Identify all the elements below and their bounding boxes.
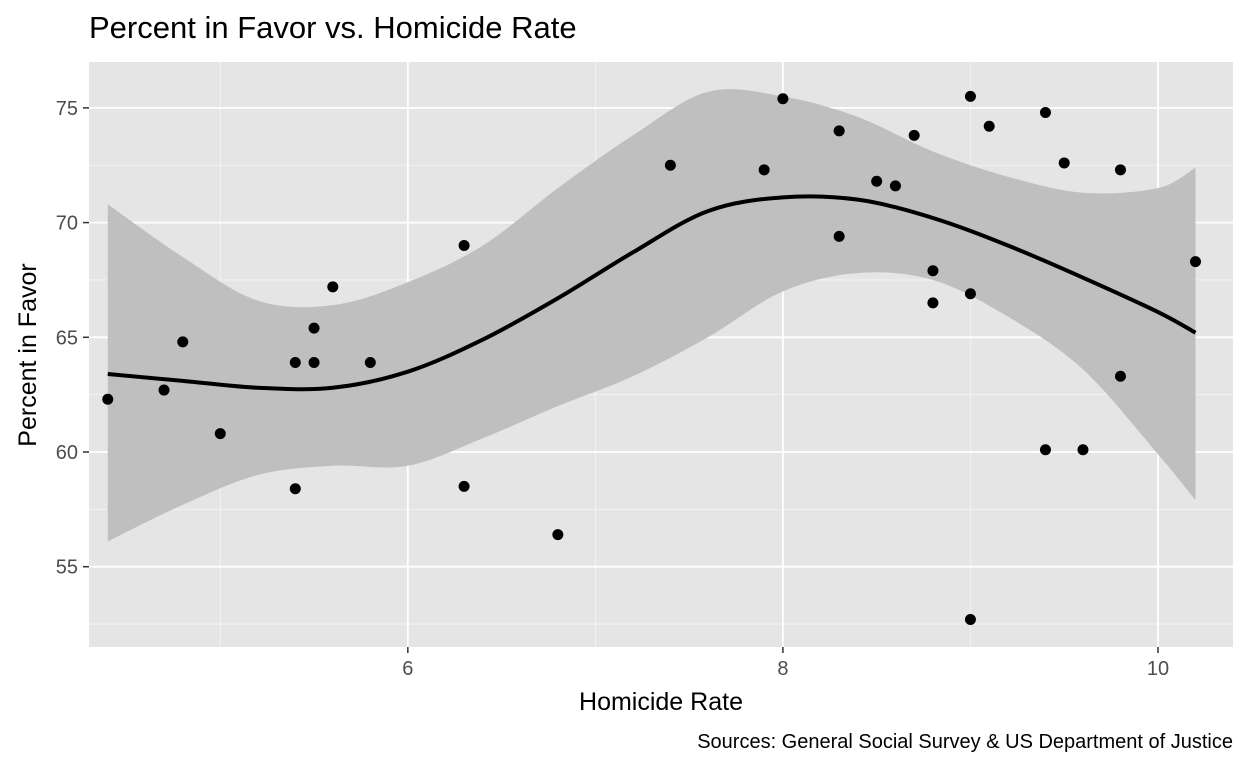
smooth-line-layer [107, 194, 1197, 392]
y-axis-ticks: 55 60 65 70 75 [56, 98, 89, 579]
data-point [177, 336, 189, 348]
smooth-line [107, 194, 1197, 392]
y-tick-label: 55 [56, 557, 78, 579]
data-point [833, 125, 845, 137]
data-point [833, 230, 845, 242]
data-point [327, 281, 339, 293]
data-point [289, 357, 301, 369]
x-axis-ticks: 6 8 10 [402, 647, 1169, 680]
y-axis-label: Percent in Favor [14, 263, 42, 446]
data-point [964, 90, 976, 102]
confidence-ribbon-layer [107, 89, 1196, 542]
data-point [964, 288, 976, 300]
y-tick-label: 70 [56, 213, 78, 235]
data-point [552, 529, 564, 541]
chart-title: Percent in Favor vs. Homicide Rate [89, 10, 577, 45]
data-point [889, 180, 901, 192]
confidence-ribbon [107, 89, 1196, 542]
data-point [1114, 164, 1126, 176]
data-point [964, 613, 976, 625]
data-point [1114, 370, 1126, 382]
data-point [664, 159, 676, 171]
data-point [908, 129, 920, 141]
data-point [1189, 256, 1201, 268]
data-point [158, 384, 170, 396]
data-point [983, 120, 995, 132]
data-point [927, 297, 939, 309]
data-point [458, 240, 470, 252]
data-point [458, 480, 470, 492]
y-tick-label: 75 [56, 98, 78, 120]
x-tick-label: 6 [402, 658, 413, 680]
data-point [308, 357, 320, 369]
y-tick-label: 65 [56, 327, 78, 349]
data-point [1058, 157, 1070, 169]
data-point [927, 265, 939, 277]
data-point [758, 164, 770, 176]
data-point [1077, 444, 1089, 456]
x-tick-label: 8 [777, 658, 788, 680]
chart-caption: Sources: General Social Survey & US Depa… [697, 731, 1233, 753]
data-point [1039, 444, 1051, 456]
data-point [777, 93, 789, 105]
data-point [102, 393, 114, 405]
data-point [308, 322, 320, 334]
x-axis-label: Homicide Rate [579, 688, 743, 716]
data-point [214, 428, 226, 440]
y-tick-label: 60 [56, 442, 78, 464]
scatter-points-layer [102, 90, 1201, 625]
data-point [1039, 106, 1051, 118]
data-point [289, 483, 301, 495]
data-point [871, 175, 883, 187]
x-tick-label: 10 [1147, 658, 1169, 680]
data-point [364, 357, 376, 369]
